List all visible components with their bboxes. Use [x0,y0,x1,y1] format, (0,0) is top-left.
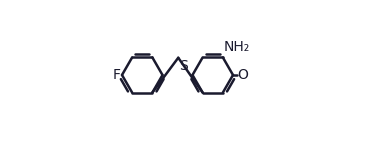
Text: F: F [113,68,121,82]
Text: NH₂: NH₂ [223,40,250,54]
Text: S: S [179,58,188,72]
Text: O: O [238,68,249,82]
